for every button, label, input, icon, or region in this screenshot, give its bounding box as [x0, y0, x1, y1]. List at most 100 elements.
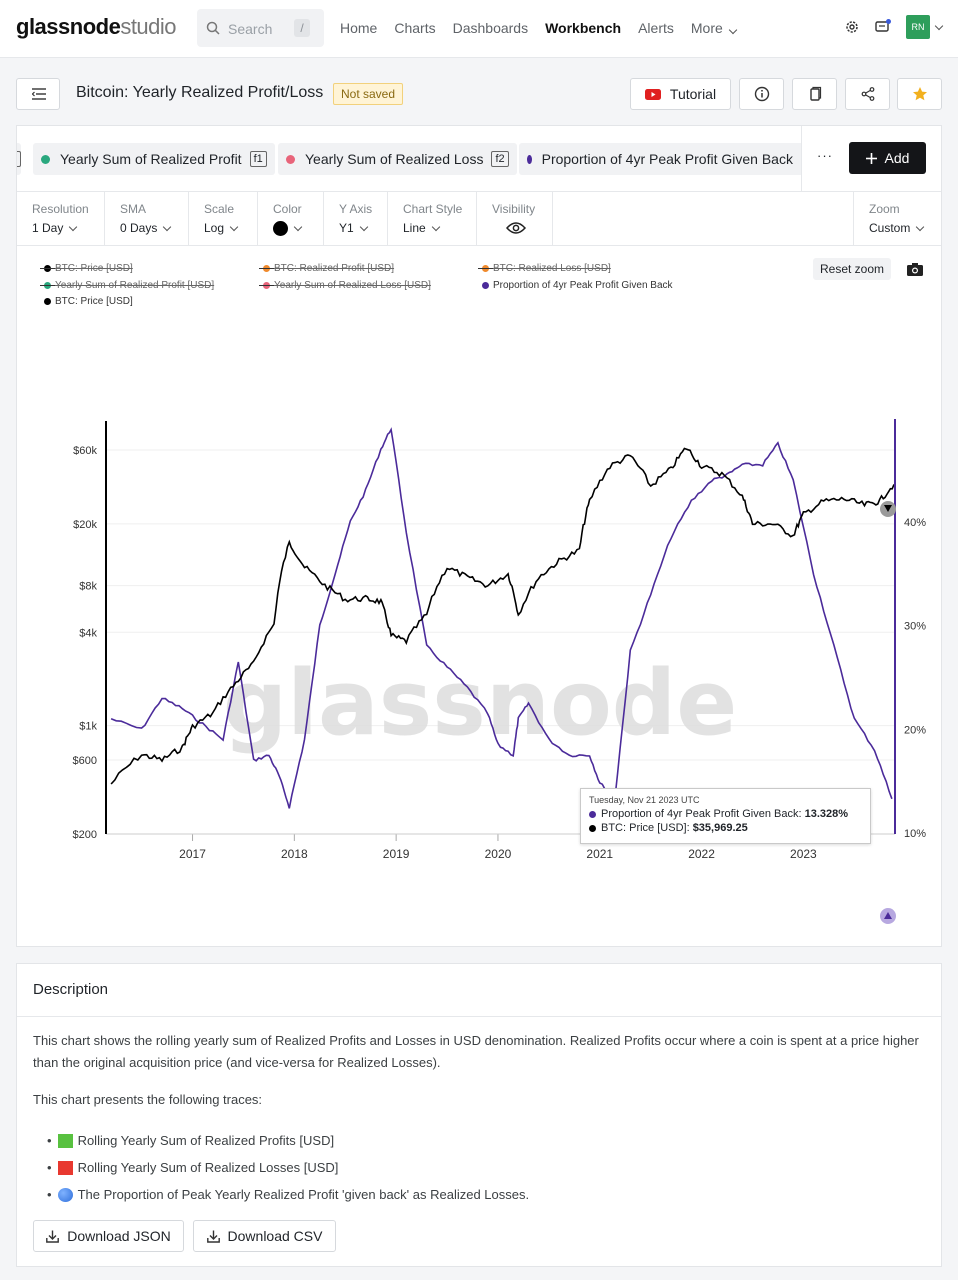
- trace-label: Yearly Sum of Realized Loss: [305, 151, 484, 167]
- proportion-marker-arrow: [884, 912, 892, 919]
- legend-item-realized-loss[interactable]: BTC: Realized Loss [USD]: [478, 263, 611, 274]
- main-nav: Home Charts Dashboards Workbench Alerts …: [340, 20, 737, 36]
- main-chart[interactable]: glassnode $60k$20k$8k$4k$1k$600$200 40%3…: [17, 286, 941, 946]
- copy-icon: [809, 86, 821, 101]
- add-trace-area: ··· Add: [801, 126, 941, 191]
- download-csv-label: Download CSV: [227, 1228, 323, 1244]
- legend-item-btc-price-hidden[interactable]: BTC: Price [USD]: [40, 263, 133, 274]
- y-axis-control[interactable]: Y Axis Y1: [324, 192, 388, 246]
- zoom-control[interactable]: Zoom Custom: [853, 192, 941, 246]
- series-line-proportion-peak-profit-given-back[interactable]: [110, 427, 893, 809]
- search-placeholder[interactable]: Search: [228, 21, 273, 37]
- list-item: Rolling Yearly Sum of Realized Profits […: [57, 1127, 529, 1154]
- left-tick-label: $8k: [79, 581, 97, 593]
- page-title: Bitcoin: Yearly Realized Profit/Loss: [76, 84, 324, 101]
- color-control[interactable]: Color: [258, 192, 324, 246]
- tooltip-row-value: 13.328%: [804, 808, 849, 820]
- sma-control[interactable]: SMA 0 Days: [105, 192, 189, 246]
- x-tick-label: 2018: [281, 847, 308, 861]
- favorite-button[interactable]: [897, 78, 942, 110]
- trace-color-dot: [41, 154, 50, 164]
- info-icon: [754, 86, 769, 102]
- nav-right: RN: [844, 15, 944, 39]
- search-icon: [206, 21, 220, 35]
- left-tick-label: $4k: [79, 627, 97, 639]
- trace-chip-peak-profit-given-back[interactable]: Proportion of 4yr Peak Profit Given Back: [519, 143, 819, 175]
- nav-dashboards[interactable]: Dashboards: [452, 20, 529, 36]
- camera-icon[interactable]: [906, 262, 924, 277]
- color-swatch: [273, 221, 288, 236]
- x-tick-label: 2020: [485, 847, 512, 861]
- description-title: Description: [33, 981, 109, 998]
- x-tick-label: 2022: [688, 847, 715, 861]
- sidebar-toggle-button[interactable]: [16, 78, 60, 110]
- resolution-value: 1 Day: [32, 221, 64, 235]
- left-tick-label: $200: [73, 829, 97, 841]
- copy-button[interactable]: [792, 78, 837, 110]
- tutorial-label: Tutorial: [669, 86, 717, 102]
- right-tick-label: 20%: [904, 724, 926, 736]
- trace-chip-cut[interactable]: [17, 143, 21, 175]
- scale-value: Log: [204, 221, 225, 235]
- legend-item-realized-profit[interactable]: BTC: Realized Profit [USD]: [259, 263, 394, 274]
- search-box[interactable]: Search /: [197, 9, 324, 47]
- legend-item-yearly-realized-profit[interactable]: Yearly Sum of Realized Profit [USD]: [40, 280, 214, 291]
- list-item-text: Rolling Yearly Sum of Realized Profits […: [77, 1132, 335, 1148]
- trace-label: Yearly Sum of Realized Profit: [60, 151, 242, 167]
- right-tick-label: 30%: [904, 621, 926, 633]
- chart-style-control[interactable]: Chart Style Line: [388, 192, 477, 246]
- reset-zoom-button[interactable]: Reset zoom: [813, 258, 891, 280]
- legend-item-peak-profit-given-back[interactable]: Proportion of 4yr Peak Profit Given Back: [482, 280, 673, 291]
- nav-charts[interactable]: Charts: [394, 20, 436, 36]
- title-bar: Bitcoin: Yearly Realized Profit/Loss Not…: [16, 78, 942, 110]
- trace-color-dot: [527, 154, 532, 164]
- download-csv-button[interactable]: Download CSV: [193, 1220, 336, 1252]
- chevron-down-icon: [293, 222, 303, 232]
- trace-formula-key: f2: [491, 151, 509, 167]
- nav-more[interactable]: More: [691, 20, 737, 36]
- x-tick-label: 2023: [790, 847, 817, 861]
- resolution-control[interactable]: Resolution 1 Day: [17, 192, 105, 246]
- x-axis-ticks: 2017 2018 2019 2020 2021 2022 2023: [106, 833, 895, 861]
- control-label: Visibility: [492, 202, 536, 216]
- chevron-down-icon: [728, 25, 737, 35]
- chevron-down-icon: [229, 222, 239, 231]
- right-tick-label: 10%: [904, 828, 926, 840]
- chart-panel: Yearly Sum of Realized Profit f1 Yearly …: [16, 125, 942, 947]
- legend-item-btc-price[interactable]: BTC: Price [USD]: [44, 296, 133, 307]
- chevron-down-icon: [163, 222, 172, 231]
- visibility-control[interactable]: Visibility: [477, 192, 553, 246]
- nav-alerts[interactable]: Alerts: [638, 20, 674, 36]
- notifications-icon[interactable]: [874, 18, 892, 36]
- scale-control[interactable]: Scale Log: [189, 192, 258, 246]
- gear-icon[interactable]: [844, 19, 860, 35]
- share-button[interactable]: [845, 78, 890, 110]
- series-layer: [110, 427, 895, 809]
- tooltip-row-value: $35,969.25: [692, 822, 748, 834]
- glassnode-logo[interactable]: glassnodestudio: [16, 14, 177, 39]
- user-menu[interactable]: RN: [906, 15, 944, 39]
- info-button[interactable]: [739, 78, 784, 110]
- download-icon: [46, 1230, 60, 1243]
- right-tick-label: 40%: [904, 517, 926, 529]
- trace-bar: Yearly Sum of Realized Profit f1 Yearly …: [17, 126, 941, 192]
- legend-item-yearly-realized-loss[interactable]: Yearly Sum of Realized Loss [USD]: [259, 280, 431, 291]
- tutorial-button[interactable]: Tutorial: [630, 78, 731, 110]
- trace-chip-realized-loss[interactable]: Yearly Sum of Realized Loss f2: [278, 143, 517, 175]
- left-tick-label: $600: [73, 755, 97, 767]
- add-trace-button[interactable]: Add: [849, 142, 926, 174]
- download-json-button[interactable]: Download JSON: [33, 1220, 184, 1252]
- star-icon: [912, 87, 927, 101]
- nav-home[interactable]: Home: [340, 20, 378, 36]
- trace-color-dot: [286, 154, 295, 164]
- more-options-button[interactable]: ···: [817, 148, 833, 163]
- description-trace-list: Rolling Yearly Sum of Realized Profits […: [57, 1127, 529, 1208]
- tooltip-row-name: Proportion of 4yr Peak Profit Given Back…: [601, 808, 802, 820]
- trace-chip-realized-profit[interactable]: Yearly Sum of Realized Profit f1: [33, 143, 275, 175]
- left-tick-label: $20k: [73, 519, 97, 531]
- zoom-value: Custom: [869, 221, 911, 235]
- nav-workbench[interactable]: Workbench: [545, 20, 622, 36]
- left-tick-label: $60k: [73, 445, 97, 457]
- series-line-btc-price[interactable]: [110, 447, 895, 785]
- youtube-icon: [644, 88, 661, 100]
